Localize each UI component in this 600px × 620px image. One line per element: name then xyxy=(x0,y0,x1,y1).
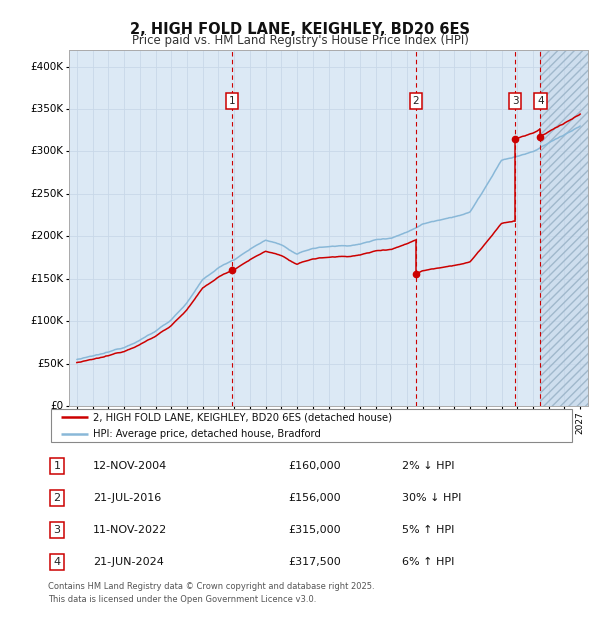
Text: 1: 1 xyxy=(229,96,235,106)
Text: 3: 3 xyxy=(512,96,518,106)
Bar xyxy=(541,50,588,406)
Text: 11-NOV-2022: 11-NOV-2022 xyxy=(93,525,167,535)
Text: 3: 3 xyxy=(53,525,61,535)
Text: £50K: £50K xyxy=(37,358,64,369)
Text: £100K: £100K xyxy=(31,316,64,326)
Text: 4: 4 xyxy=(53,557,61,567)
Text: £156,000: £156,000 xyxy=(288,493,341,503)
Bar xyxy=(541,50,588,406)
Text: £350K: £350K xyxy=(31,104,64,114)
Text: HPI: Average price, detached house, Bradford: HPI: Average price, detached house, Brad… xyxy=(93,428,321,438)
Text: 1: 1 xyxy=(53,461,61,471)
Text: £315,000: £315,000 xyxy=(288,525,341,535)
Text: £160,000: £160,000 xyxy=(288,461,341,471)
Text: £200K: £200K xyxy=(31,231,64,241)
Text: 4: 4 xyxy=(537,96,544,106)
Text: 21-JUN-2024: 21-JUN-2024 xyxy=(93,557,164,567)
FancyBboxPatch shape xyxy=(50,409,572,441)
Text: 21-JUL-2016: 21-JUL-2016 xyxy=(93,493,161,503)
Text: 2% ↓ HPI: 2% ↓ HPI xyxy=(402,461,455,471)
Text: 6% ↑ HPI: 6% ↑ HPI xyxy=(402,557,454,567)
Text: £400K: £400K xyxy=(31,61,64,71)
Text: £0: £0 xyxy=(50,401,64,411)
Text: 2, HIGH FOLD LANE, KEIGHLEY, BD20 6ES: 2, HIGH FOLD LANE, KEIGHLEY, BD20 6ES xyxy=(130,22,470,37)
Text: 2: 2 xyxy=(412,96,419,106)
Text: £300K: £300K xyxy=(31,146,64,156)
Text: 12-NOV-2004: 12-NOV-2004 xyxy=(93,461,167,471)
Text: Price paid vs. HM Land Registry's House Price Index (HPI): Price paid vs. HM Land Registry's House … xyxy=(131,34,469,47)
Text: 2: 2 xyxy=(53,493,61,503)
Text: 5% ↑ HPI: 5% ↑ HPI xyxy=(402,525,454,535)
Text: This data is licensed under the Open Government Licence v3.0.: This data is licensed under the Open Gov… xyxy=(48,595,316,604)
Text: £317,500: £317,500 xyxy=(288,557,341,567)
Text: 30% ↓ HPI: 30% ↓ HPI xyxy=(402,493,461,503)
Text: £150K: £150K xyxy=(31,274,64,284)
Text: 2, HIGH FOLD LANE, KEIGHLEY, BD20 6ES (detached house): 2, HIGH FOLD LANE, KEIGHLEY, BD20 6ES (d… xyxy=(93,412,392,422)
Text: £250K: £250K xyxy=(31,189,64,199)
Text: Contains HM Land Registry data © Crown copyright and database right 2025.: Contains HM Land Registry data © Crown c… xyxy=(48,582,374,591)
